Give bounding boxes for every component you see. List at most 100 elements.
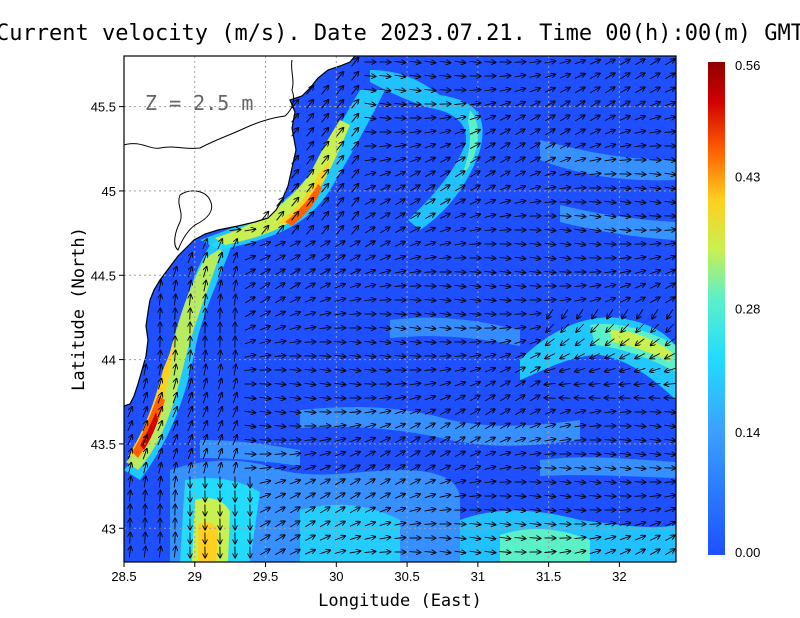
velocity-arrow [439,243,451,246]
velocity-arrow [349,284,360,287]
velocity-arrow [604,229,616,230]
velocity-arrow [425,199,434,206]
velocity-arrow [562,309,569,318]
velocity-arrow [589,454,601,455]
velocity-arrow [514,367,525,373]
velocity-arrow [204,379,207,390]
velocity-arrow [664,187,676,189]
velocity-arrow [634,453,646,455]
x-tick-label: 30 [329,569,343,584]
velocity-arrow [559,88,570,93]
velocity-arrow [349,270,360,275]
velocity-arrow [649,216,661,217]
velocity-arrow [202,393,207,404]
velocity-arrow [605,383,616,384]
velocity-arrow [336,184,344,193]
velocity-arrow [217,435,222,446]
velocity-arrow [606,338,615,346]
velocity-arrow [321,170,329,179]
velocity-arrow [424,465,435,471]
velocity-arrow [484,116,495,121]
velocity-arrow [484,523,496,524]
velocity-arrow [336,86,344,95]
velocity-arrow [590,398,601,399]
velocity-arrow [259,397,271,398]
velocity-arrow [574,144,585,149]
velocity-arrow [364,241,375,248]
velocity-arrow [172,393,177,404]
velocity-arrow [321,212,329,221]
velocity-arrow [439,451,450,458]
x-tick-label: 30.5 [394,569,419,584]
velocity-arrow [204,281,206,292]
velocity-arrow [202,239,207,250]
velocity-arrow [394,479,405,486]
velocity-arrow [259,494,270,499]
velocity-arrow [129,477,131,488]
velocity-arrow [306,226,314,235]
velocity-arrow [364,355,376,357]
velocity-arrow [220,351,221,362]
velocity-arrow [410,199,419,206]
velocity-arrow [274,255,285,261]
velocity-arrow [499,509,511,510]
velocity-arrow [649,549,660,556]
velocity-arrow [559,272,571,273]
velocity-arrow [649,270,660,275]
velocity-arrow [319,298,330,303]
velocity-arrow [574,173,586,175]
velocity-arrow [574,188,586,189]
velocity-arrow [409,271,421,273]
velocity-arrow [454,243,466,245]
velocity-arrow [484,481,496,482]
velocity-arrow [349,355,361,357]
velocity-arrow [379,145,391,146]
velocity-arrow [649,284,660,289]
velocity-arrow [529,271,541,272]
speed-band [300,407,580,446]
velocity-arrow [574,229,586,231]
velocity-arrow [260,297,269,304]
velocity-arrow [664,482,676,483]
velocity-arrow [664,230,676,231]
velocity-arrow [604,116,615,121]
velocity-arrow [499,129,510,136]
velocity-arrow [439,369,451,371]
velocity-arrow [589,285,601,287]
velocity-arrow [620,383,631,384]
velocity-arrow [319,327,331,328]
velocity-arrow [219,463,222,474]
colorbar: 0.56 0.43 0.28 0.14 0.00 [708,58,760,560]
velocity-arrow [499,257,511,258]
velocity-arrow [619,467,631,469]
velocity-arrow [364,132,376,133]
velocity-arrow [306,86,314,95]
velocity-arrow [440,437,449,444]
plot-area [124,56,676,562]
velocity-arrow [305,521,314,528]
velocity-arrow [454,144,465,149]
velocity-arrow [379,508,390,513]
velocity-arrow [575,115,584,122]
velocity-arrow [469,244,481,245]
velocity-arrow [560,368,571,371]
velocity-arrow [499,76,511,77]
velocity-arrow [379,256,390,261]
velocity-arrow [604,523,616,525]
velocity-arrow [454,537,466,538]
velocity-arrow [379,186,390,191]
velocity-arrow [529,482,541,483]
velocity-arrow [454,524,466,525]
velocity-arrow [607,309,614,318]
velocity-arrow [409,397,421,400]
speed-band [460,110,479,180]
velocity-arrow [349,507,360,513]
velocity-arrow [259,312,270,317]
velocity-arrow [621,323,630,332]
velocity-arrow [589,298,601,301]
velocity-arrow [379,241,390,247]
velocity-arrow [589,229,601,231]
velocity-arrow [574,454,586,455]
velocity-arrow [259,256,270,261]
velocity-arrow [619,510,631,511]
